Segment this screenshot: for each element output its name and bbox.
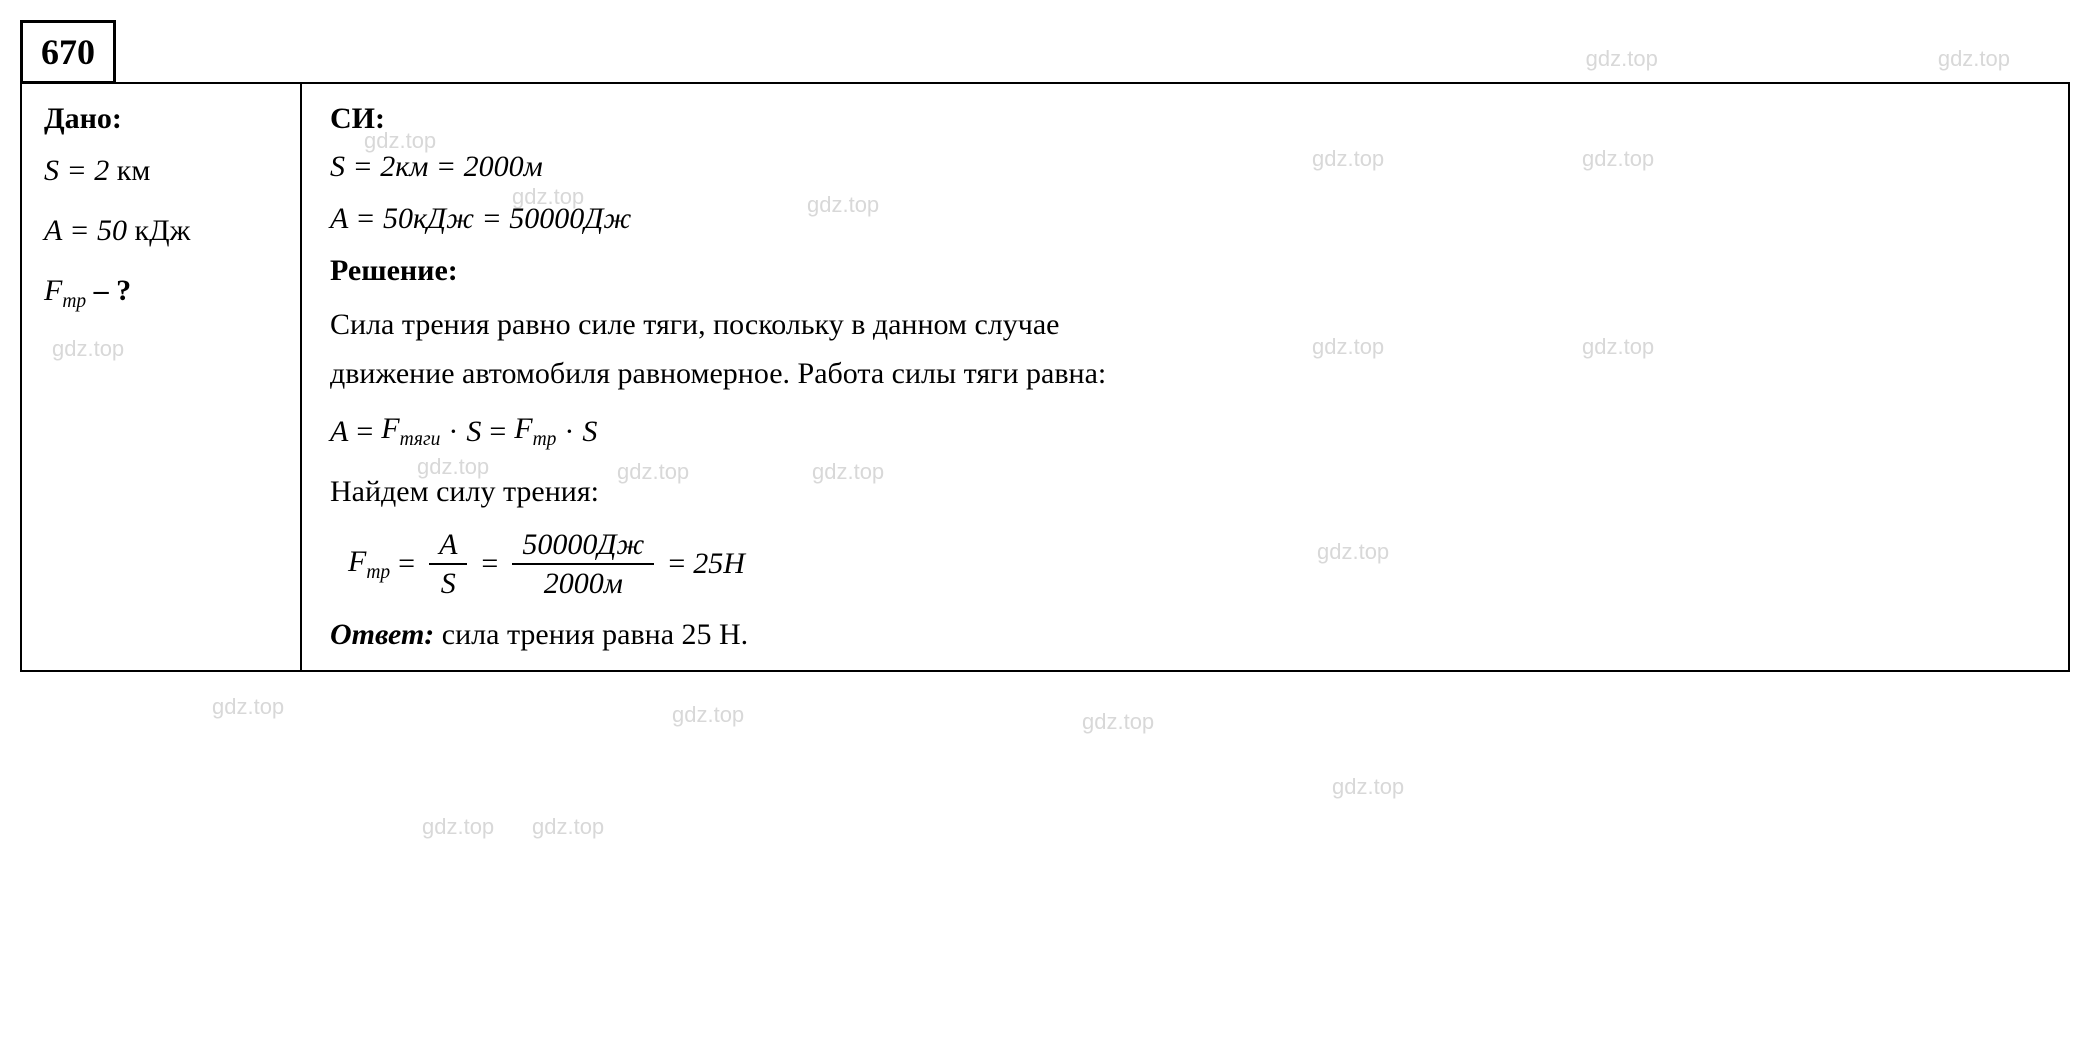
solution-text-3: Найдем силу трения:	[330, 469, 2040, 514]
given-f-subscript: тр	[62, 291, 86, 312]
formula1-F2: F	[514, 412, 532, 445]
si-a-line: A = 50кДж = 50000Дж	[330, 202, 2040, 236]
watermark-text: gdz.top	[212, 694, 284, 720]
watermark-text: gdz.top	[1586, 46, 1658, 72]
formula2-frac1: A S	[429, 528, 467, 600]
formula2-eq3: =	[668, 547, 685, 581]
formula-1: A = Fтяги · S = Fтр · S	[330, 412, 2040, 451]
watermark-text: gdz.top	[1082, 709, 1154, 735]
si-s-expr: S = 2км = 2000м	[330, 150, 543, 184]
formula1-dot1: ·	[448, 415, 458, 449]
si-s-line: S = 2км = 2000м	[330, 150, 2040, 184]
solution-text-2-visible: движение автомобиля равномерное. Работа …	[330, 357, 1106, 390]
problem-box: Дано: S = 2 км A = 50 кДж Fтр – ? gdz.to…	[20, 82, 2070, 672]
solution-column: СИ: S = 2км = 2000м A = 50кДж = 50000Дж …	[302, 84, 2068, 670]
given-f-tail: – ?	[86, 274, 131, 307]
formula1-sub2: тр	[533, 429, 557, 450]
formula2-F: F	[348, 545, 366, 578]
given-a-unit: кДж	[135, 214, 191, 247]
watermark-text: gdz.top	[1332, 774, 1404, 800]
formula1-eq2: =	[489, 415, 506, 449]
watermark-text: gdz.top	[52, 336, 124, 362]
solution-text-1-visible: Сила трения равно силе тяги, поскольку в…	[330, 308, 1059, 341]
formula2-frac2-num: 50000Дж	[512, 528, 654, 565]
formula2-frac2-den: 2000м	[534, 565, 633, 600]
document-container: 670 gdz.top gdz.top Дано: S = 2 км A = 5…	[20, 20, 2070, 672]
formula1-S2: S	[582, 415, 597, 449]
formula-2: Fтр = A S = 50000Дж 2000м = 25Н	[348, 528, 2040, 600]
formula1-A: A	[330, 415, 348, 449]
given-f-line: Fтр – ?	[44, 270, 278, 315]
answer-line: Ответ: сила трения равна 25 Н.	[330, 618, 2040, 652]
formula2-result: 25Н	[693, 547, 745, 581]
solution-text-2: движение автомобиля равномерное. Работа …	[330, 351, 2040, 396]
formula1-sub1: тяги	[400, 429, 441, 450]
formula1-S1: S	[466, 415, 481, 449]
si-a-expr: A = 50кДж = 50000Дж	[330, 202, 631, 236]
given-f-symbol: F	[44, 274, 62, 307]
given-s-unit: км	[117, 154, 151, 187]
formula1-dot2: ·	[564, 415, 574, 449]
answer-label: Ответ:	[330, 618, 434, 651]
watermark-text: gdz.top	[422, 814, 494, 840]
formula2-sub: тр	[366, 562, 390, 583]
given-s-expr: S = 2	[44, 154, 117, 187]
formula1-F1: F	[381, 412, 399, 445]
given-label: Дано:	[44, 102, 278, 136]
formula2-frac1-den: S	[431, 565, 466, 600]
formula2-eq2: =	[481, 547, 498, 581]
solution-label: Решение:	[330, 254, 2040, 288]
watermark-text: gdz.top	[532, 814, 604, 840]
watermark-text: gdz.top	[1938, 46, 2010, 72]
solution-text-1: Сила трения равно силе тяги, поскольку в…	[330, 302, 2040, 347]
given-a-expr: A = 50	[44, 214, 135, 247]
si-label: СИ:	[330, 102, 2040, 136]
watermark-row-top: gdz.top gdz.top	[20, 46, 2070, 72]
problem-number: 670	[20, 20, 116, 84]
given-s-line: S = 2 км	[44, 150, 278, 192]
given-a-line: A = 50 кДж	[44, 210, 278, 252]
watermark-text: gdz.top	[672, 702, 744, 728]
formula2-frac2: 50000Дж 2000м	[512, 528, 654, 600]
formula1-eq1: =	[356, 415, 373, 449]
given-column: Дано: S = 2 км A = 50 кДж Fтр – ? gdz.to…	[22, 84, 302, 670]
answer-text: сила трения равна 25 Н.	[434, 618, 748, 651]
formula2-frac1-num: A	[429, 528, 467, 565]
formula2-eq1: =	[398, 547, 415, 581]
